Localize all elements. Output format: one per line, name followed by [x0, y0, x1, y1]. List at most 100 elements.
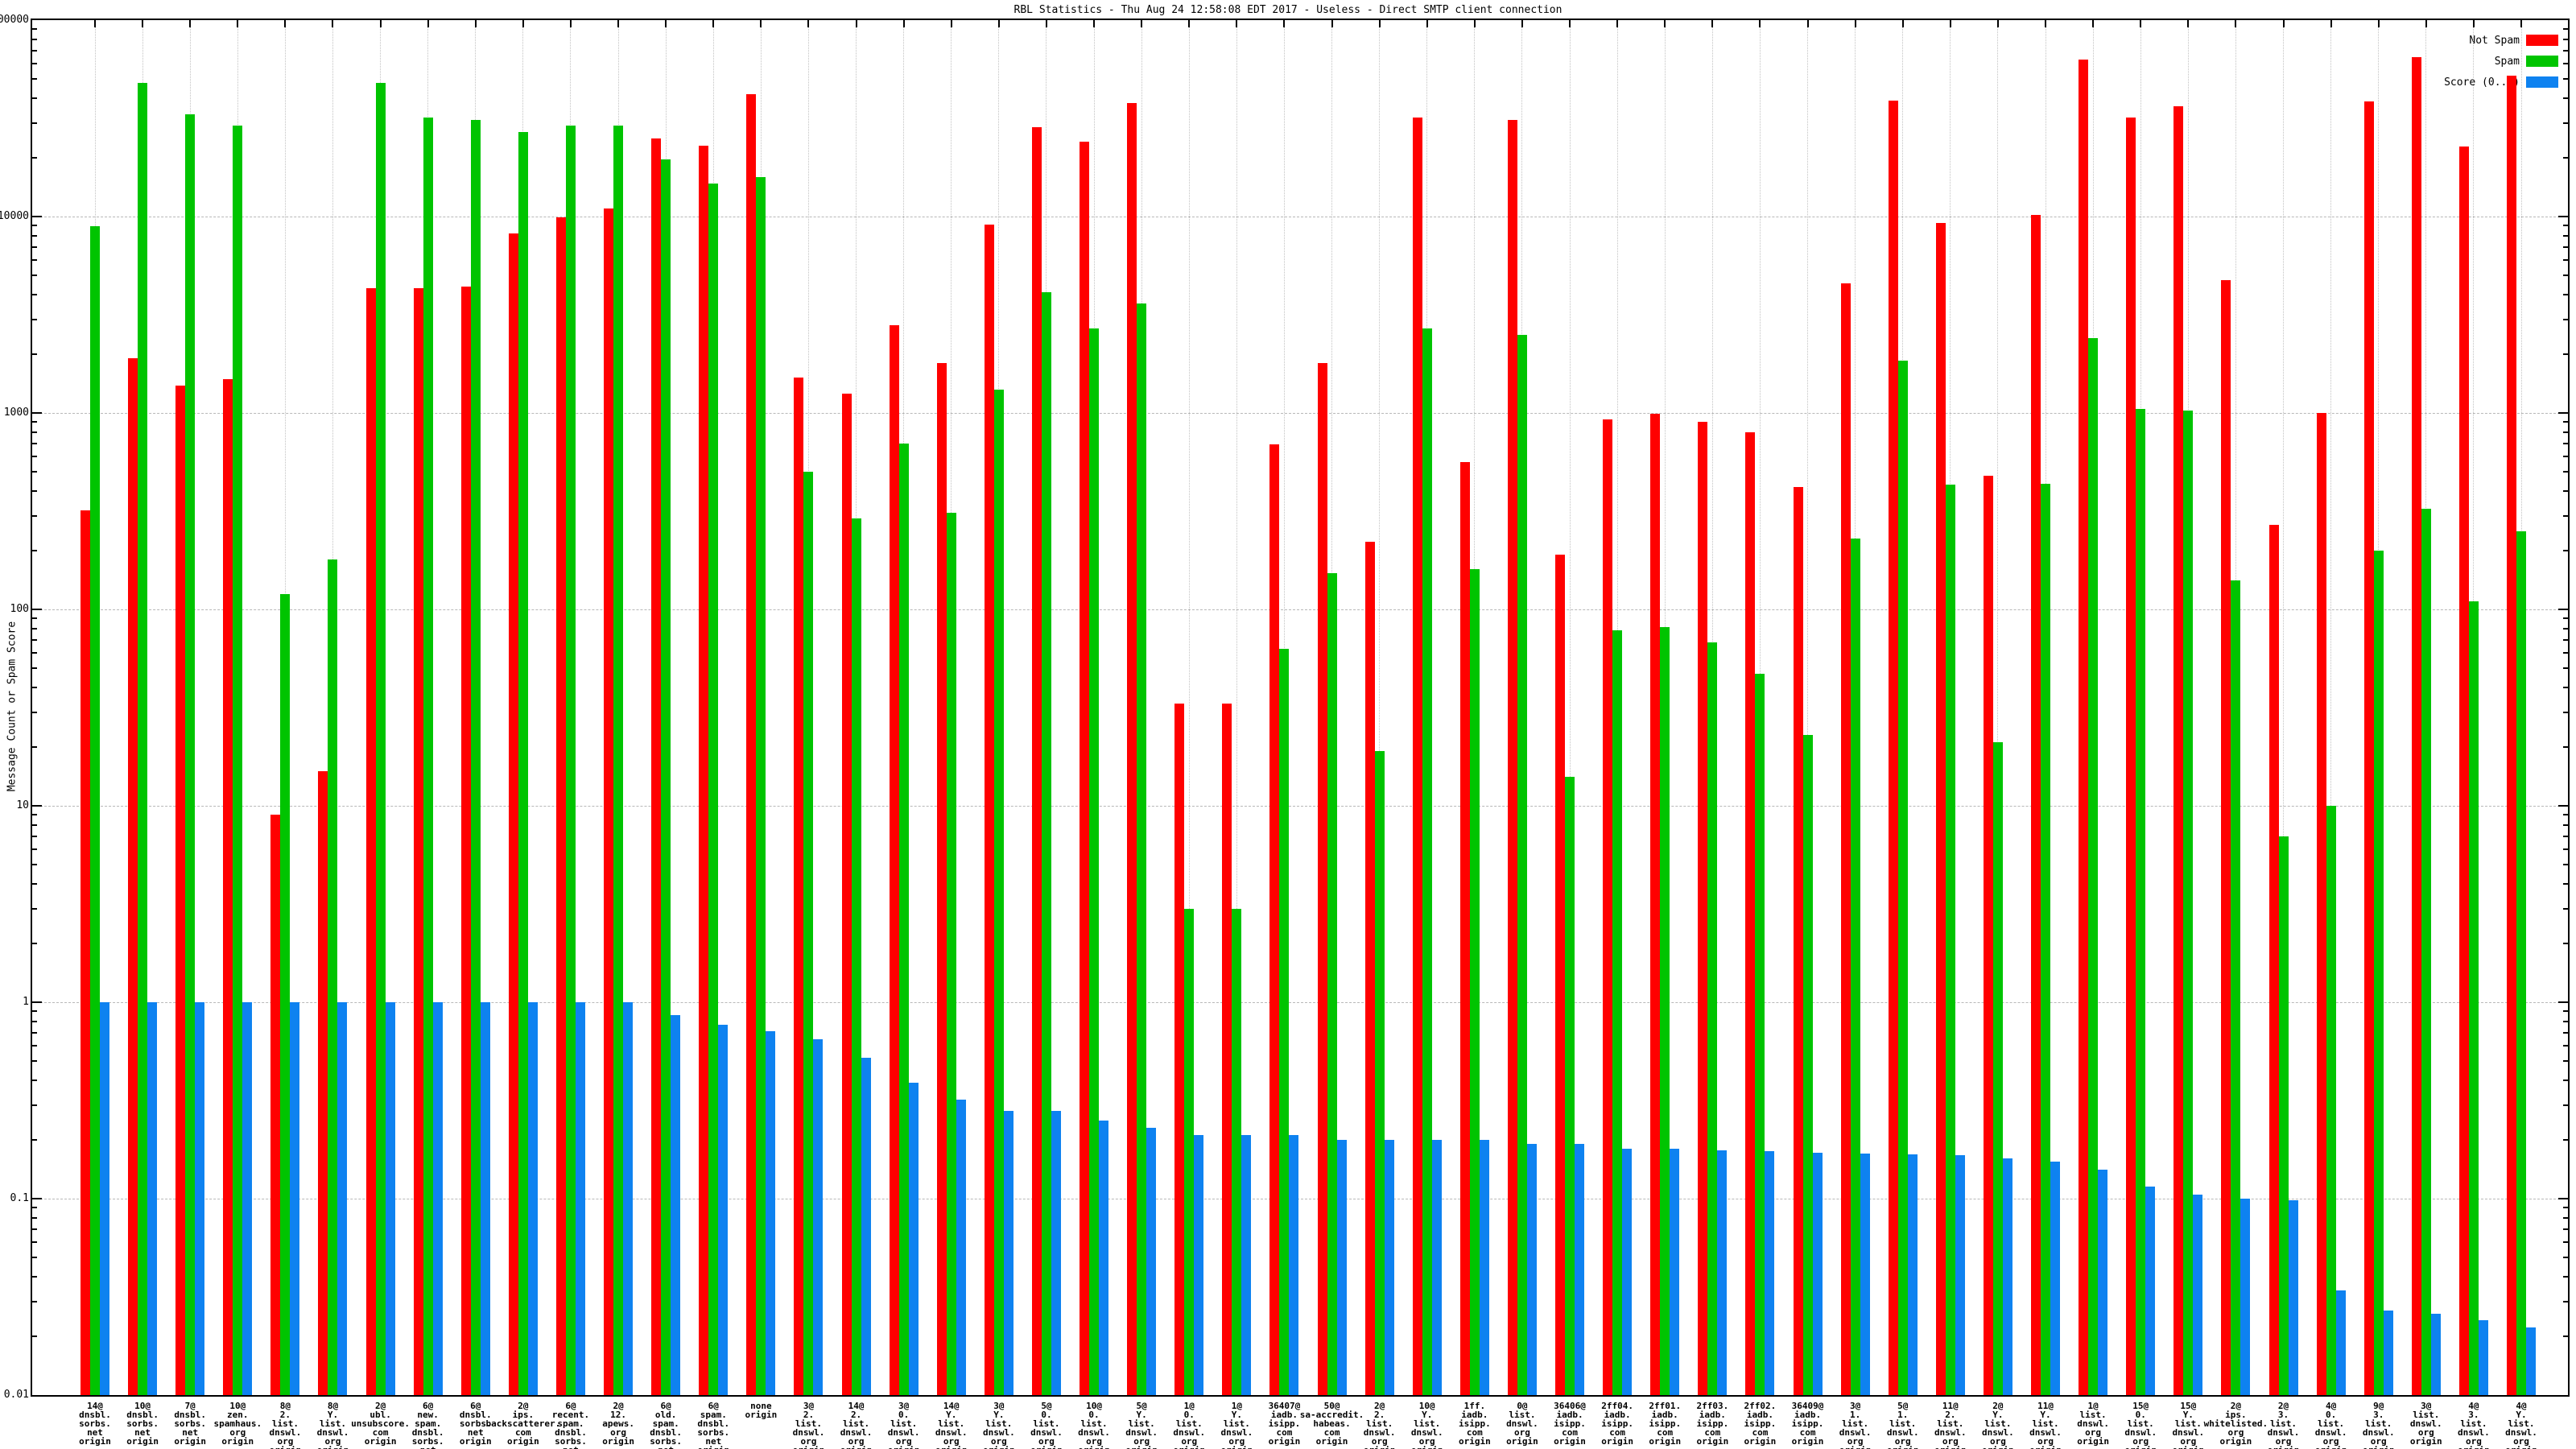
bar-spam: [1897, 360, 1908, 1395]
y-tick-minor: [2563, 490, 2568, 493]
bar-spam: [613, 126, 624, 1395]
y-tick-minor: [32, 824, 37, 826]
bar-score: [2240, 1199, 2251, 1395]
y-tick-major: [2558, 412, 2568, 414]
x-category-label: 5@ Y. list. dnswl. org origin: [1125, 1401, 1158, 1449]
x-tick-top: [474, 20, 477, 27]
x-category-label: 3@ 0. list. dnswl. org origin: [887, 1401, 920, 1449]
bar-spam: [2041, 484, 2051, 1395]
y-tick-minor: [2563, 156, 2568, 159]
y-tick-minor: [32, 234, 37, 237]
bar-spam: [1612, 630, 1623, 1395]
y-tick-minor: [32, 156, 37, 159]
score-swatch-icon: [2526, 76, 2558, 88]
x-tick-top: [1664, 20, 1666, 27]
y-tick-minor: [2563, 1300, 2568, 1302]
bar-not-spam: [318, 771, 328, 1395]
x-tick-top: [2377, 20, 2380, 27]
y-tick-minor: [32, 1207, 37, 1209]
y-tick-label: 100000: [0, 14, 29, 26]
bar-spam: [1422, 328, 1432, 1395]
y-tick-minor: [2563, 122, 2568, 124]
bar-not-spam: [413, 288, 423, 1395]
x-tick-top: [1616, 20, 1619, 27]
y-tick-minor: [32, 63, 37, 65]
y-tick-major: [2558, 1001, 2568, 1003]
y-tick-minor: [32, 835, 37, 837]
y-tick-minor: [2563, 864, 2568, 866]
bar-score: [432, 1002, 443, 1395]
y-tick-minor: [32, 627, 37, 630]
x-category-label: 6@ spam. dnsbl. sorbs. net origin: [697, 1401, 730, 1449]
y-tick-minor: [32, 711, 37, 713]
x-category-label: 11@ Y. list. dnswl. org origin: [2029, 1401, 2062, 1449]
x-tick-top: [2520, 20, 2522, 27]
x-category-label: 3@ 1. list. dnswl. org origin: [1839, 1401, 1872, 1449]
bar-score: [1003, 1110, 1013, 1395]
y-tick-minor: [32, 667, 37, 670]
bar-spam: [1707, 642, 1718, 1395]
bar-not-spam: [1603, 419, 1613, 1395]
x-tick-top: [1806, 20, 1809, 27]
bar-not-spam: [1459, 462, 1470, 1395]
bar-spam: [946, 513, 956, 1395]
y-tick-major: [32, 805, 42, 807]
bar-score: [1907, 1154, 1918, 1395]
x-tick-top: [665, 20, 667, 27]
bar-spam: [185, 114, 196, 1395]
bar-score: [2002, 1158, 2013, 1395]
y-tick-minor: [32, 1080, 37, 1082]
bar-not-spam: [1269, 444, 1280, 1395]
grid-hline: [32, 1002, 2568, 1003]
y-tick-minor: [2563, 259, 2568, 262]
x-tick-top: [1759, 20, 1761, 27]
x-category-label: 10@ zen. spamhaus. org origin: [213, 1401, 262, 1447]
y-tick-label: 100: [10, 603, 29, 615]
bar-score: [718, 1024, 729, 1395]
y-tick-minor: [32, 883, 37, 886]
bar-not-spam: [746, 93, 757, 1395]
x-tick-top: [332, 20, 334, 27]
bar-score: [100, 1002, 109, 1395]
y-tick-minor: [2563, 848, 2568, 851]
x-tick-top: [902, 20, 905, 27]
x-tick-top: [2140, 20, 2142, 27]
x-tick-top: [1236, 20, 1238, 27]
y-tick-minor: [32, 1335, 37, 1337]
bar-not-spam: [2363, 101, 2374, 1395]
bar-score: [1289, 1135, 1299, 1395]
bar-spam: [803, 472, 814, 1395]
y-tick-minor: [32, 1241, 37, 1244]
y-tick-minor: [2563, 883, 2568, 886]
y-tick-minor: [2563, 667, 2568, 670]
y-tick-minor: [32, 28, 37, 31]
y-tick-minor: [32, 652, 37, 654]
bar-spam: [2278, 836, 2289, 1395]
x-tick-top: [2187, 20, 2190, 27]
x-tick-top: [760, 20, 762, 27]
y-tick-minor: [2563, 835, 2568, 837]
bar-score: [861, 1058, 871, 1395]
bar-spam: [2373, 550, 2384, 1395]
x-category-label: 10@ Y. list. dnswl. org origin: [1410, 1401, 1443, 1449]
y-tick-minor: [2563, 49, 2568, 52]
x-category-label: 3@ list. dnswl. org origin: [2409, 1401, 2442, 1447]
y-tick-minor: [2563, 1228, 2568, 1230]
y-tick-label: 0.1: [10, 1192, 29, 1204]
y-tick-minor: [32, 1138, 37, 1141]
y-tick-minor: [32, 471, 37, 473]
x-tick-top: [284, 20, 287, 27]
x-category-label: 6@ dnsbl. sorbs. net origin: [459, 1401, 492, 1447]
x-category-label: 3@ 2. list. dnswl. org origin: [792, 1401, 825, 1449]
x-tick-top: [1569, 20, 1571, 27]
y-tick-minor: [32, 225, 37, 227]
x-category-label: 2@ 3. list. dnswl. org origin: [2267, 1401, 2300, 1449]
bar-spam: [993, 389, 1004, 1395]
y-tick-minor: [2563, 1010, 2568, 1013]
bar-score: [766, 1031, 776, 1395]
x-category-label: 2@ ips. backscatterer. com origin: [485, 1401, 561, 1447]
y-tick-minor: [32, 78, 37, 80]
y-tick-minor: [32, 421, 37, 423]
x-category-label: 10@ 0. list. dnswl. org origin: [1078, 1401, 1110, 1449]
